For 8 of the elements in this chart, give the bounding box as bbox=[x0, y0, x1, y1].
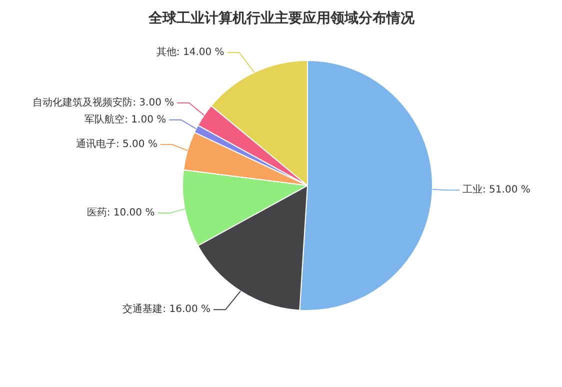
slice-label: 其他: 14.00 % bbox=[156, 46, 224, 58]
slice-label: 交通基建: 16.00 % bbox=[122, 303, 211, 316]
chart-title: 全球工业计算机行业主要应用领域分布情况 bbox=[148, 10, 416, 26]
slice-label: 工业: 51.00 % bbox=[462, 184, 530, 196]
slice-label: 医药: 10.00 % bbox=[86, 206, 155, 219]
slice-label: 通讯电子: 5.00 % bbox=[76, 138, 158, 150]
slice-label: 自动化建筑及视频安防: 3.00 % bbox=[32, 96, 174, 108]
slice-label: 军队航空: 1.00 % bbox=[84, 113, 166, 126]
